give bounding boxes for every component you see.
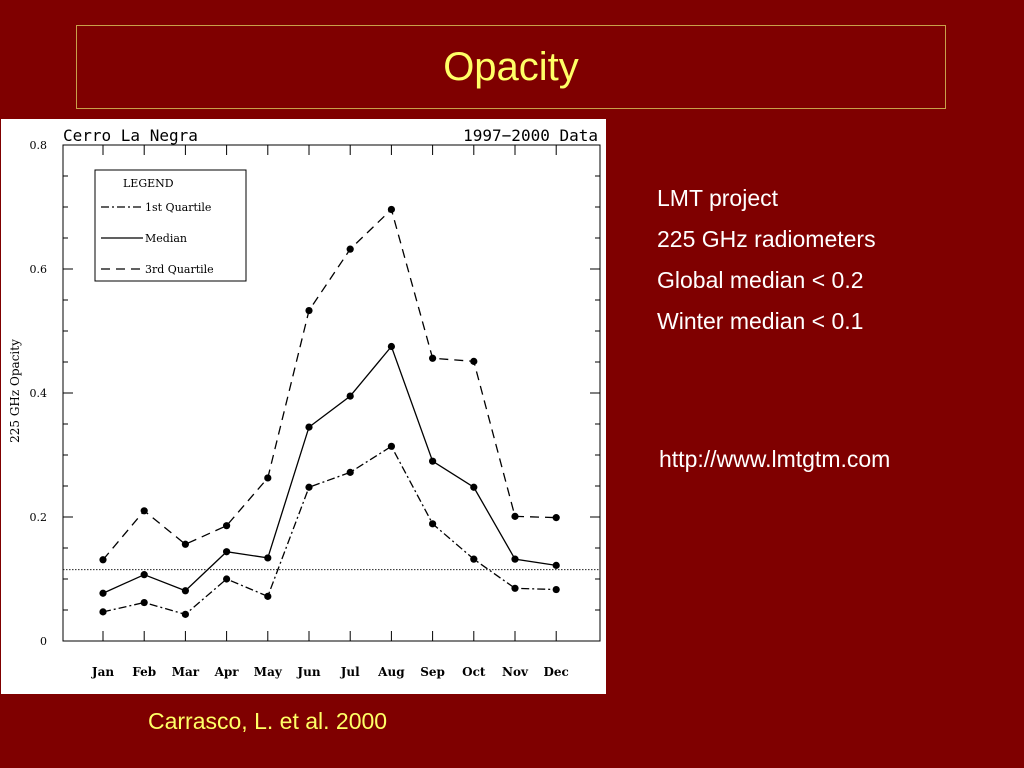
data-point xyxy=(305,306,313,315)
bullet-item: Global median < 0.2 xyxy=(657,267,864,293)
x-tick-label: Feb xyxy=(132,665,156,679)
data-point xyxy=(99,556,107,564)
data-point xyxy=(181,587,189,595)
data-point xyxy=(346,392,354,400)
bullet-list: LMT project 225 GHz radiometers Global m… xyxy=(657,178,876,342)
data-point xyxy=(429,354,437,362)
data-point xyxy=(552,585,560,594)
data-point xyxy=(223,575,231,583)
x-tick-label: Jun xyxy=(296,665,320,679)
legend: LEGEND 1st Quartile Median 3rd Quartile xyxy=(94,169,247,282)
data-point xyxy=(470,357,478,365)
tick-labels: 0 0.2 0.4 0.6 0.8 Jan Feb Mar Apr May Jun Jul Aug Sep… xyxy=(30,139,569,679)
y-axis-label: 225 GHz Opacity xyxy=(8,339,22,443)
x-tick-label: Mar xyxy=(172,665,200,679)
legend-label: 1st Quartile xyxy=(145,201,211,214)
y-tick-label: 0.2 xyxy=(30,511,48,524)
legend-label: Median xyxy=(145,232,187,245)
data-point xyxy=(99,608,107,616)
data-point xyxy=(387,342,395,351)
y-tick-label: 0.6 xyxy=(30,263,48,276)
y-tick-label: 0.4 xyxy=(30,387,48,400)
legend-title: LEGEND xyxy=(123,177,174,190)
bullet-item: LMT project xyxy=(657,185,779,211)
data-point xyxy=(181,540,189,548)
data-point xyxy=(223,548,231,556)
x-tick-label: Jan xyxy=(91,665,114,679)
data-point xyxy=(305,423,313,431)
data-point xyxy=(99,589,107,597)
data-point xyxy=(387,442,395,450)
title-frame: Opacity xyxy=(76,25,946,109)
chart-axes xyxy=(62,144,601,642)
bullet-item: 225 GHz radiometers xyxy=(657,226,876,252)
data-point xyxy=(264,592,272,600)
x-tick-label: Dec xyxy=(544,665,569,679)
legend-items: 1st Quartile Median 3rd Quartile xyxy=(101,201,214,276)
data-point xyxy=(387,205,395,214)
bullet-item: Winter median < 0.1 xyxy=(657,308,864,334)
x-tick-label: Jul xyxy=(340,665,360,679)
period-label: 1997−2000 Data xyxy=(463,126,598,145)
slide-title: Opacity xyxy=(443,44,579,89)
data-point xyxy=(511,512,519,520)
data-point xyxy=(140,507,148,515)
x-tick-label: Oct xyxy=(462,665,486,679)
data-point xyxy=(264,474,272,482)
series-group xyxy=(99,205,560,618)
data-point xyxy=(429,457,437,465)
website-link[interactable]: http://www.lmtgtm.com xyxy=(659,446,891,472)
series-line xyxy=(102,208,557,561)
legend-label: 3rd Quartile xyxy=(145,263,214,276)
site-label: Cerro La Negra xyxy=(63,126,198,145)
data-point xyxy=(552,514,560,522)
x-tick-label: May xyxy=(254,665,283,679)
data-point xyxy=(346,245,354,253)
data-point xyxy=(511,555,519,563)
data-point xyxy=(140,571,148,579)
data-point xyxy=(264,554,272,562)
data-point xyxy=(429,520,437,528)
y-tick-label: 0.8 xyxy=(30,139,48,152)
data-point xyxy=(470,483,478,491)
series-line xyxy=(102,445,557,616)
data-point xyxy=(140,598,148,607)
data-point xyxy=(305,483,313,491)
data-point xyxy=(181,610,189,618)
data-point xyxy=(511,584,519,592)
opacity-chart: Cerro La Negra 1997−2000 Data 225 GHz Op… xyxy=(8,126,601,679)
data-point xyxy=(470,555,478,563)
data-point xyxy=(223,522,231,530)
chart-panel: Cerro La Negra 1997−2000 Data 225 GHz Op… xyxy=(1,119,606,694)
x-tick-label: Sep xyxy=(420,665,445,679)
citation: Carrasco, L. et al. 2000 xyxy=(148,708,388,734)
legend-box xyxy=(94,169,247,282)
data-point xyxy=(346,468,354,476)
x-tick-label: Aug xyxy=(377,665,405,679)
x-tick-label: Nov xyxy=(502,665,529,679)
x-tick-label: Apr xyxy=(214,665,240,679)
series-line xyxy=(102,345,557,594)
data-point xyxy=(552,561,560,569)
y-tick-label: 0 xyxy=(40,635,47,648)
